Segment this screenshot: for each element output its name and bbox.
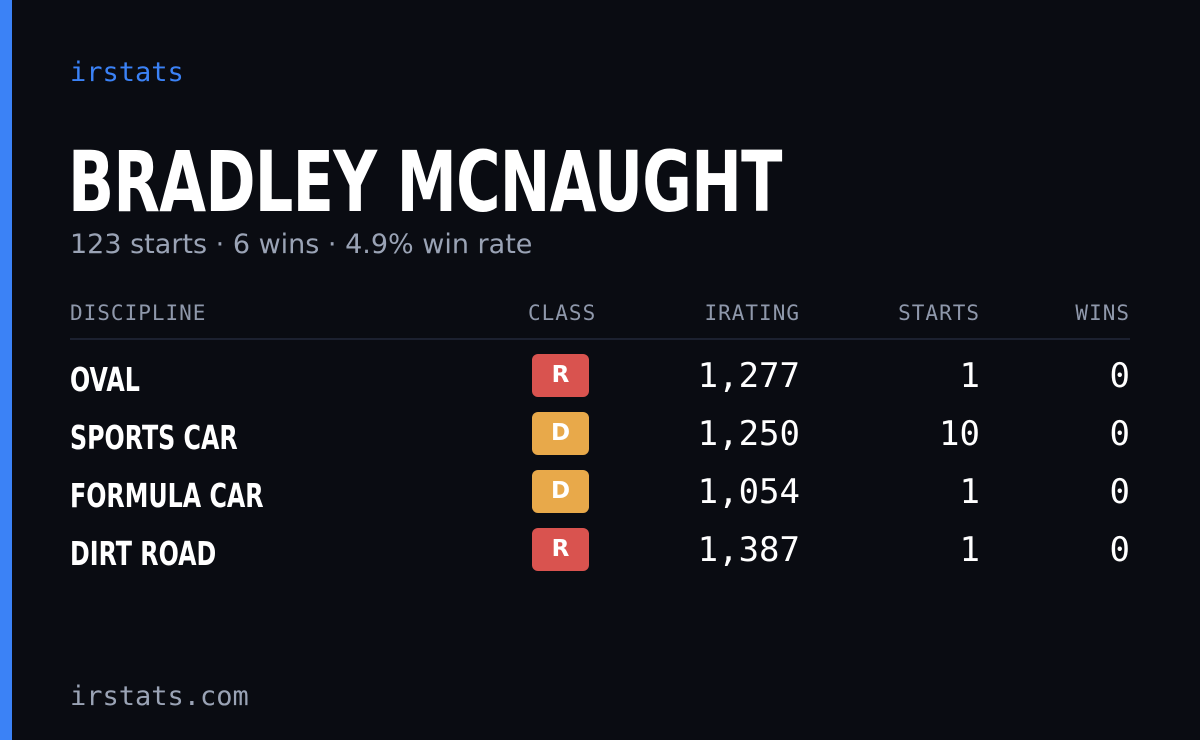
starts-value: 1	[959, 530, 980, 570]
class-badge: D	[532, 470, 589, 513]
starts-value: 1	[959, 472, 980, 512]
player-summary: 123 starts · 6 wins · 4.9% win rate	[70, 229, 533, 260]
wins-value: 0	[1109, 414, 1130, 454]
brand-logo-text: irstats	[70, 57, 184, 88]
discipline-name: SPORTS CAR	[70, 418, 238, 457]
table-header: DISCIPLINE CLASS IRATING STARTS WINS	[70, 300, 1130, 340]
starts-value: 1	[959, 356, 980, 396]
class-badge: R	[532, 354, 589, 397]
class-badge: R	[532, 528, 589, 571]
table-row: DIRT ROAD R 1,387 1 0	[70, 528, 1130, 586]
irating-value: 1,054	[697, 472, 800, 512]
header-irating: IRATING	[704, 301, 800, 325]
wins-value: 0	[1109, 472, 1130, 512]
discipline-name: FORMULA CAR	[70, 476, 264, 515]
footer-url: irstats.com	[70, 681, 249, 712]
discipline-name: DIRT ROAD	[70, 534, 217, 573]
irating-value: 1,250	[697, 414, 800, 454]
table-row: FORMULA CAR D 1,054 1 0	[70, 470, 1130, 528]
discipline-name: OVAL	[70, 360, 140, 399]
table-row: OVAL R 1,277 1 0	[70, 354, 1130, 412]
table-row: SPORTS CAR D 1,250 10 0	[70, 412, 1130, 470]
wins-value: 0	[1109, 530, 1130, 570]
accent-bar	[0, 0, 12, 740]
starts-value: 10	[939, 414, 980, 454]
header-starts: STARTS	[898, 301, 980, 325]
header-discipline: DISCIPLINE	[70, 301, 207, 325]
wins-value: 0	[1109, 356, 1130, 396]
irating-value: 1,387	[697, 530, 800, 570]
irating-value: 1,277	[697, 356, 800, 396]
header-class: CLASS	[528, 301, 597, 325]
player-name: BRADLEY MCNAUGHT	[68, 133, 782, 231]
header-wins: WINS	[1075, 301, 1130, 325]
class-badge: D	[532, 412, 589, 455]
